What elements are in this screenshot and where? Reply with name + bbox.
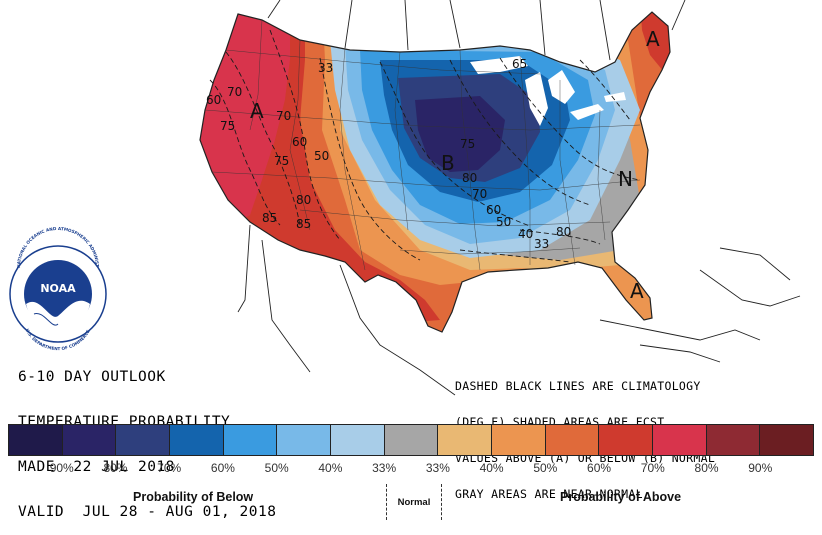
title-block: 6-10 DAY OUTLOOK TEMPERATURE PROBABILITY… xyxy=(18,340,276,535)
colorbar-tick-label: 90% xyxy=(49,461,74,475)
title-line-4: VALID JUL 28 - AUG 01, 2018 xyxy=(18,504,277,520)
colorbar-tick-labels: 90% 80% 70% 60% 50% 40% 33% 33% 40% 50% 60% 70% 80% 9… xyxy=(8,461,814,475)
contour-label: 65 xyxy=(512,57,527,71)
outlook-map: A B N A A 33 70 60 75 60 70 50 75 80 85 … xyxy=(0,0,801,396)
contour-label: 80 xyxy=(462,171,477,185)
contour-label: 60 xyxy=(206,93,221,107)
contour-label: 60 xyxy=(292,135,307,149)
normal-caption: Normal xyxy=(397,496,431,508)
colorbar-swatch xyxy=(170,425,224,455)
contour-label: 50 xyxy=(314,149,329,163)
contour-label: 33 xyxy=(318,61,333,75)
contour-label: 70 xyxy=(276,109,291,123)
probability-colorbar xyxy=(8,424,814,456)
contour-label: 75 xyxy=(460,137,475,151)
colorbar-swatch xyxy=(223,425,278,455)
colorbar-tick-label: 70% xyxy=(157,461,182,475)
note-line-4: GRAY AREAS ARE NEAR-NORMAL xyxy=(455,487,643,501)
contour-label: 33 xyxy=(534,237,549,251)
colorbar-swatch xyxy=(384,425,439,455)
noaa-logo-text: NOAA xyxy=(40,282,76,295)
above-caption: Probability of Above xyxy=(560,490,682,504)
colorbar-swatch xyxy=(760,425,814,455)
colorbar-swatch xyxy=(277,425,332,455)
contour-label: 40 xyxy=(518,227,533,241)
note-line-1: DASHED BLACK LINES ARE CLIMATOLOGY xyxy=(455,379,701,393)
colorbar-tick-label: 80% xyxy=(103,461,128,475)
label-above-florida: A xyxy=(630,279,644,303)
colorbar-tick-label: 50% xyxy=(533,461,558,475)
label-normal-east: N xyxy=(618,167,633,191)
colorbar-tick-label: 33% xyxy=(425,461,450,475)
colorbar-swatch xyxy=(492,425,546,455)
colorbar-swatch xyxy=(331,425,385,455)
colorbar-swatch xyxy=(599,425,654,455)
colorbar-tick-label: 60% xyxy=(210,461,235,475)
contour-label: 75 xyxy=(274,154,289,168)
colorbar-swatch xyxy=(706,425,761,455)
contour-label: 75 xyxy=(220,119,235,133)
title-line-3: MADE 22 JUL 2018 xyxy=(18,459,175,475)
label-above-maine: A xyxy=(646,27,660,51)
colorbar-tick-label: 33% xyxy=(372,461,397,475)
contour-label: 70 xyxy=(472,187,487,201)
below-caption: Probability of Below xyxy=(133,490,254,504)
colorbar-swatch xyxy=(9,425,63,455)
label-above-west: A xyxy=(250,99,264,123)
colorbar-tick-label: 50% xyxy=(264,461,289,475)
colorbar-swatch xyxy=(545,425,600,455)
contour-label: 80 xyxy=(296,193,311,207)
colorbar-swatch xyxy=(62,425,117,455)
colorbar-swatch xyxy=(653,425,707,455)
contour-label: 60 xyxy=(486,203,501,217)
colorbar-tick-label: 90% xyxy=(748,461,773,475)
contour-label: 70 xyxy=(227,85,242,99)
title-line-1: 6-10 DAY OUTLOOK xyxy=(18,369,166,385)
contour-label: 50 xyxy=(496,215,511,229)
colorbar-swatch xyxy=(116,425,171,455)
colorbar-tick-label: 70% xyxy=(640,461,665,475)
colorbar-tick-label: 40% xyxy=(318,461,343,475)
contour-label: 85 xyxy=(296,217,311,231)
contour-label: 85 xyxy=(262,211,277,225)
label-below-center: B xyxy=(441,151,455,175)
colorbar-tick-label: 80% xyxy=(694,461,719,475)
colorbar-swatch xyxy=(438,425,493,455)
colorbar-tick-label: 60% xyxy=(587,461,612,475)
normal-caption-box: Normal xyxy=(386,484,442,520)
colorbar-tick-label: 40% xyxy=(479,461,504,475)
contour-label: 80 xyxy=(556,225,571,239)
